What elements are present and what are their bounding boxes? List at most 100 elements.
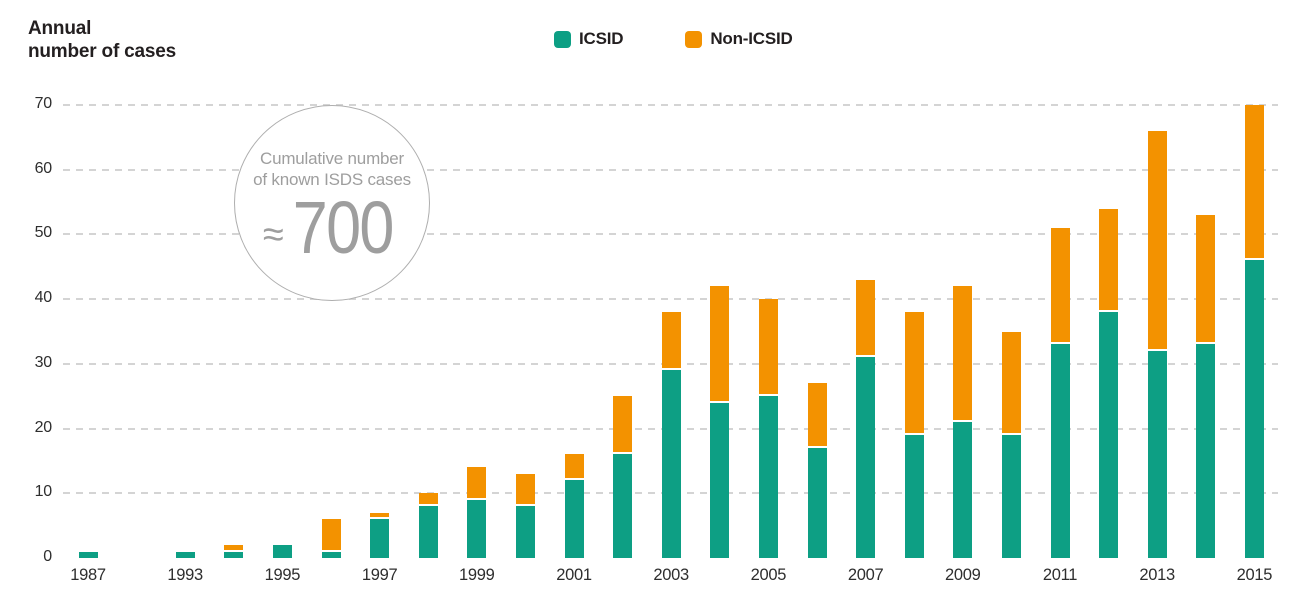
y-axis-tick-label: 60 <box>34 159 53 177</box>
bar-segment-icsid-1997 <box>370 519 390 558</box>
bar-segment-non-icsid-2007 <box>856 279 876 358</box>
bar-1997 <box>370 512 390 558</box>
bar-segment-icsid-1987 <box>78 551 98 558</box>
bar-1998 <box>418 493 438 558</box>
bar-segment-icsid-1994 <box>224 551 244 558</box>
y-axis-title: Annual number of cases <box>28 17 176 63</box>
x-axis-tick-label-2001: 2001 <box>556 566 592 584</box>
bar-segment-icsid-2012 <box>1099 312 1119 558</box>
bar-1996 <box>321 519 341 558</box>
bar-segment-icsid-2010 <box>1001 435 1021 558</box>
y-axis-tick-label: 10 <box>34 483 53 501</box>
bar-segment-non-icsid-2001 <box>564 454 584 481</box>
y-axis-tick-label: 30 <box>34 353 53 371</box>
x-axis-tick-label-2003: 2003 <box>653 566 689 584</box>
bar-2000 <box>515 473 535 558</box>
gridline-50 <box>63 233 1278 236</box>
y-axis-tick-label: 20 <box>34 418 53 436</box>
bar-segment-icsid-2015 <box>1244 260 1264 558</box>
bar-segment-non-icsid-1994 <box>224 545 244 552</box>
bar-1987 <box>78 551 98 558</box>
bar-segment-icsid-2000 <box>515 506 535 558</box>
gridline-40 <box>63 298 1278 301</box>
bar-segment-non-icsid-2006 <box>807 383 827 448</box>
x-axis-tick-label-2007: 2007 <box>847 566 884 584</box>
bar-segment-icsid-2014 <box>1196 344 1216 558</box>
bar-segment-non-icsid-1998 <box>418 493 438 507</box>
cumulative-cases-annotation: Cumulative number of known ISDS cases ≈ … <box>234 105 430 301</box>
icsid-swatch-icon <box>554 30 571 48</box>
bar-segment-icsid-1998 <box>418 506 438 558</box>
bar-segment-icsid-2008 <box>904 435 924 558</box>
bar-segment-icsid-1996 <box>321 551 341 558</box>
legend-item-non-icsid: Non-ICSID <box>685 29 793 49</box>
bar-segment-non-icsid-1999 <box>467 467 487 500</box>
bar-2015 <box>1244 105 1264 558</box>
bar-2009 <box>953 286 973 558</box>
y-axis-title-line1: Annual <box>28 18 92 39</box>
bar-2013 <box>1147 130 1167 558</box>
bar-1994 <box>224 545 244 558</box>
bar-2002 <box>613 396 633 558</box>
x-axis-tick-label-1993: 1993 <box>167 566 203 584</box>
legend: ICSID Non-ICSID <box>554 29 793 49</box>
bar-2010 <box>1001 331 1021 558</box>
bar-2007 <box>856 279 876 558</box>
legend-item-icsid: ICSID <box>554 29 624 49</box>
x-axis-tick-label-2015: 2015 <box>1236 566 1273 584</box>
bar-segment-icsid-2003 <box>661 370 681 558</box>
bar-segment-icsid-2001 <box>564 480 584 558</box>
bar-2011 <box>1050 227 1070 558</box>
x-axis-tick-label-1999: 1999 <box>459 566 495 584</box>
non-icsid-swatch-icon <box>685 30 703 48</box>
bar-segment-icsid-2006 <box>807 448 827 558</box>
x-axis-tick-label-2011: 2011 <box>1042 566 1078 584</box>
x-axis-tick-label-2005: 2005 <box>750 566 787 584</box>
bar-segment-non-icsid-2002 <box>613 396 633 455</box>
legend-label-icsid: ICSID <box>579 29 624 48</box>
bar-2008 <box>904 312 924 558</box>
y-axis-title-line2: number of cases <box>28 41 176 62</box>
bar-1999 <box>467 467 487 558</box>
bar-2012 <box>1099 208 1119 558</box>
bar-2006 <box>807 383 827 558</box>
x-axis-tick-label-1997: 1997 <box>361 566 398 584</box>
bar-2014 <box>1196 215 1216 558</box>
gridline-70 <box>63 104 1278 106</box>
bar-segment-non-icsid-2008 <box>904 312 924 436</box>
x-axis-tick-label-1987: 1987 <box>70 566 106 584</box>
bar-segment-icsid-2011 <box>1050 344 1070 558</box>
bar-1995 <box>272 545 292 558</box>
bar-segment-icsid-1993 <box>175 551 195 558</box>
bar-segment-non-icsid-1997 <box>370 512 390 520</box>
bar-1993 <box>175 551 195 558</box>
annotation-line1: Cumulative number <box>260 148 404 168</box>
bar-segment-non-icsid-2013 <box>1147 130 1167 351</box>
bar-segment-non-icsid-1996 <box>321 519 341 552</box>
bar-2003 <box>661 312 681 558</box>
legend-label-non-icsid: Non-ICSID <box>710 29 793 48</box>
cumulative-value: 700 <box>292 185 394 269</box>
bar-segment-icsid-2009 <box>953 422 973 558</box>
x-axis-tick-label-1995: 1995 <box>264 566 301 584</box>
bar-segment-non-icsid-2003 <box>661 312 681 371</box>
bar-segment-icsid-1995 <box>272 545 292 558</box>
y-axis-tick-label: 70 <box>34 95 53 112</box>
x-axis-tick-label-2009: 2009 <box>945 566 981 584</box>
bar-segment-non-icsid-2004 <box>710 286 730 403</box>
y-axis-tick-label: 50 <box>34 224 53 242</box>
bar-segment-non-icsid-2014 <box>1196 215 1216 345</box>
bar-segment-icsid-2004 <box>710 402 730 558</box>
bar-segment-non-icsid-2015 <box>1244 105 1264 261</box>
x-axis-tick-label-2013: 2013 <box>1139 566 1175 584</box>
bar-segment-icsid-2013 <box>1147 350 1167 558</box>
gridline-60 <box>63 168 1278 171</box>
annotation-line2: of known ISDS cases <box>253 170 411 190</box>
annotation-value-row: ≈ 700 <box>263 185 401 269</box>
bar-2004 <box>710 286 730 558</box>
y-axis-tick-label: 40 <box>34 289 53 307</box>
bar-segment-non-icsid-2011 <box>1050 227 1070 345</box>
bar-segment-non-icsid-2009 <box>953 286 973 423</box>
bar-segment-icsid-2005 <box>758 396 778 558</box>
